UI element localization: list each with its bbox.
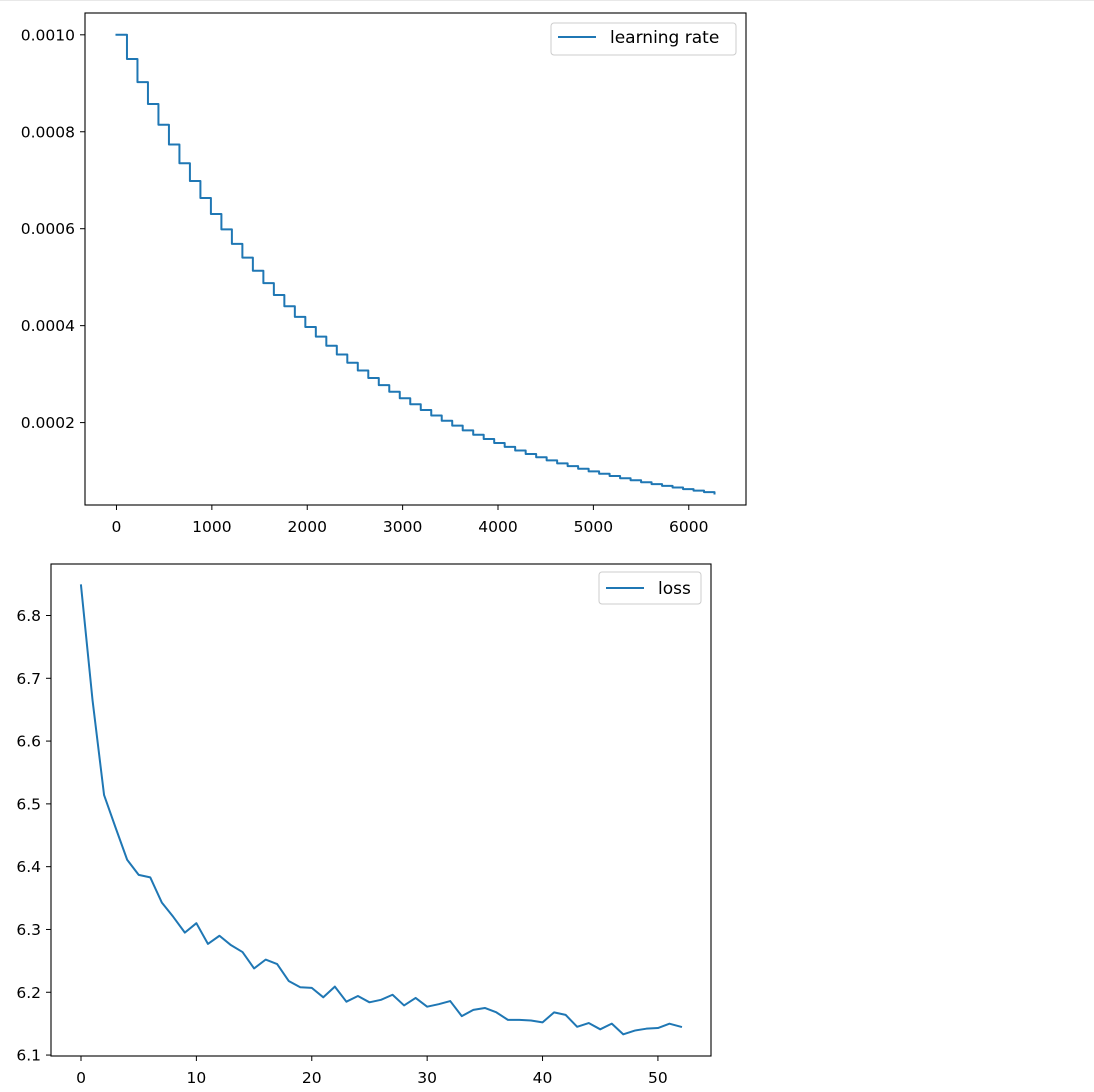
lr-plot-area [85,13,746,505]
learning-rate-series-line-0 [115,33,716,495]
loss-x-tick-label: 40 [533,1069,553,1087]
learning-rate-y-tick-label: 0.0006 [21,220,75,238]
loss-y-tick-label: 6.4 [16,858,41,876]
loss-series-group [79,584,683,1036]
loss-legend-label: loss [658,579,691,599]
learning-rate-x-tick-label: 1000 [192,518,231,536]
loss-y-tick-label: 6.6 [16,733,41,751]
top-divider [0,0,1094,1]
loss-series-line-0 [79,584,683,1036]
learning-rate-x-tick-label: 2000 [288,518,327,536]
loss-y-tick-label: 6.2 [16,984,41,1002]
learning-rate-chart: 0 1000 2000 3000 4000 5000 6000 0.00020.00040.… [21,12,747,536]
lr-y-ticks: 0.0002 0.0004 0.0006 0.0008 0.0010 [21,26,85,432]
lr-x-ticks: 0 1000 2000 3000 4000 5000 6000 [112,505,708,536]
loss-x-tick-label: 10 [187,1069,207,1087]
loss-legend-box [598,571,702,605]
loss-x-ticks: 0 10 20 30 40 50 [76,1056,668,1087]
loss-axes-frame [50,563,712,1057]
loss-y-tick-label: 6.7 [16,670,41,688]
lr-legend-label: learning rate [610,28,719,48]
loss-y-tick-label: 6.8 [16,607,41,625]
lr-series-group [115,33,716,495]
loss-legend: loss [598,571,702,605]
loss-chart: 0 10 20 30 40 50 6.1 6.2 6.3 6.4 6.5 6.6 6.7 6.8 los… [16,563,712,1087]
lr-legend: learning rate [550,22,737,56]
learning-rate-x-tick-label: 3000 [383,518,422,536]
learning-rate-x-tick-label: 4000 [478,518,517,536]
learning-rate-x-tick-label: 6000 [669,518,708,536]
learning-rate-y-tick-label: 0.0008 [21,123,75,141]
lr-axes-frame [84,12,747,506]
loss-x-tick-label: 20 [302,1069,322,1087]
learning-rate-y-tick-label: 0.0004 [21,317,75,335]
loss-x-tick-label: 0 [76,1069,86,1087]
loss-y-tick-label: 6.1 [16,1047,41,1065]
loss-y-ticks: 6.1 6.2 6.3 6.4 6.5 6.6 6.7 6.8 [16,607,51,1065]
learning-rate-x-tick-label: 0 [112,518,122,536]
loss-x-tick-label: 50 [648,1069,668,1087]
learning-rate-y-tick-label: 0.0002 [21,414,75,432]
loss-plot-area [51,564,711,1056]
loss-x-tick-label: 30 [417,1069,437,1087]
loss-y-tick-label: 6.5 [16,795,41,813]
loss-y-tick-label: 6.3 [16,921,41,939]
lr-legend-box [550,22,737,56]
learning-rate-y-tick-label: 0.0010 [21,26,75,44]
learning-rate-x-tick-label: 5000 [574,518,613,536]
